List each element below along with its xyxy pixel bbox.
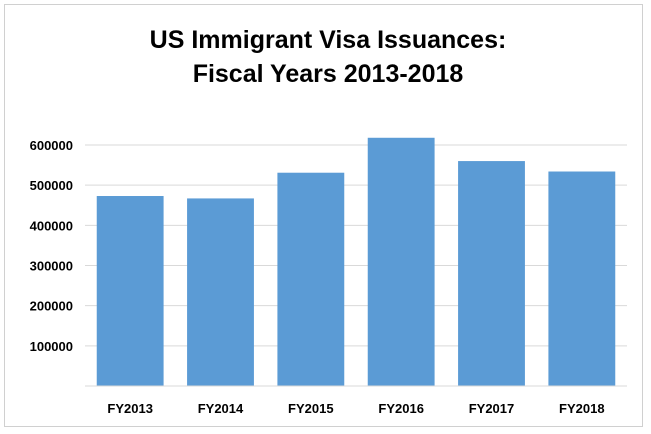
bar-fy2016 <box>367 137 435 386</box>
y-tick-label: 500000 <box>30 178 73 193</box>
x-tick-label: FY2014 <box>198 401 244 416</box>
x-tick-label: FY2013 <box>107 401 153 416</box>
bar-fy2015 <box>277 172 345 386</box>
gridlines <box>85 144 627 347</box>
bar-fy2013 <box>96 196 164 386</box>
bars <box>96 137 616 386</box>
x-tick-label: FY2015 <box>288 401 334 416</box>
y-tick-label: 400000 <box>30 218 73 233</box>
y-axis-ticks: 100000 200000 300000 400000 500000 600000 <box>30 138 73 354</box>
y-tick-label: 200000 <box>30 299 73 314</box>
bar-fy2018 <box>548 171 616 386</box>
chart-title-line-1: US Immigrant Visa Issuances: <box>150 26 507 54</box>
y-tick-label: 300000 <box>30 259 73 274</box>
bar-fy2014 <box>187 198 254 386</box>
x-tick-label: FY2018 <box>559 401 605 416</box>
y-tick-label: 100000 <box>30 339 73 354</box>
x-axis-ticks: FY2013 FY2014 FY2015 FY2016 FY2017 FY2018 <box>107 401 604 416</box>
chart-title-line-2: Fiscal Years 2013-2018 <box>193 60 464 88</box>
bar-fy2017 <box>458 161 525 386</box>
x-tick-label: FY2017 <box>469 401 515 416</box>
x-tick-label: FY2016 <box>378 401 424 416</box>
y-tick-label: 600000 <box>30 138 73 153</box>
